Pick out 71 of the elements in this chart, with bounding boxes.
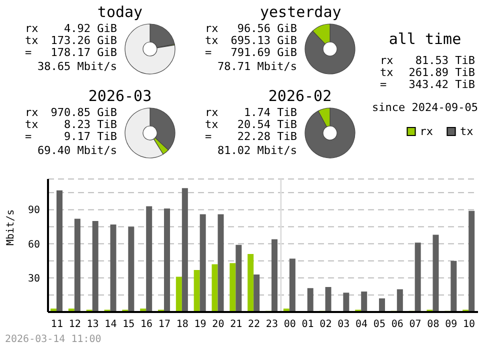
text: = (25, 130, 33, 143)
x-tick-label: 00 (284, 319, 296, 330)
text: 38.65 Mbit/s (36, 60, 117, 73)
x-tick-label: 21 (230, 319, 242, 330)
x-tick-label: 18 (176, 319, 188, 330)
text: 8.23 TiB (63, 118, 117, 131)
x-tick-label: 17 (158, 319, 170, 330)
text: = (380, 78, 388, 91)
x-tick-label: 12 (68, 319, 81, 330)
legend-label: rx (418, 125, 433, 138)
x-tick-label: 20 (212, 319, 224, 330)
x-tick-label: 05 (373, 319, 386, 330)
text: 22.28 TiB (236, 130, 297, 143)
x-tick-label: 07 (409, 319, 422, 330)
text: 261.89 TiB (408, 66, 475, 79)
text: 1.74 TiB (243, 106, 297, 119)
x-tick-label: 03 (338, 319, 350, 330)
y-tick-label: 90 (28, 205, 40, 216)
text: 20.54 TiB (236, 118, 297, 131)
text: 791.69 GiB (230, 46, 297, 59)
text: rx (205, 106, 220, 119)
text: rx (205, 22, 220, 35)
text: 78.71 Mbit/s (216, 60, 297, 73)
text: = (25, 46, 33, 59)
x-tick-label: 02 (320, 319, 332, 330)
x-tick-label: 23 (266, 319, 278, 330)
y-axis-title: Mbit/s (6, 209, 17, 246)
text: 4.92 GiB (63, 22, 117, 35)
text: tx (380, 66, 394, 79)
x-tick-label: 16 (140, 319, 153, 330)
text: 81.53 TiB (414, 54, 475, 67)
text: rx (380, 54, 394, 67)
chart-title: today (96, 3, 144, 21)
x-tick-label: 19 (194, 319, 206, 330)
x-tick-label: 01 (302, 319, 314, 330)
x-tick-label: 06 (391, 319, 404, 330)
text: all time (388, 30, 462, 48)
chart-title: yesterday (260, 3, 342, 21)
x-tick-label: 15 (122, 319, 135, 330)
text: rx (25, 22, 40, 35)
text: 695.13 GiB (230, 34, 297, 47)
text: 2026-03-14 11:00 (5, 334, 102, 345)
text: 178.17 GiB (50, 46, 117, 59)
chart-title: 2026-03 (87, 87, 153, 105)
x-tick-label: 09 (445, 319, 458, 330)
text: tx (25, 34, 40, 47)
x-tick-label: 11 (50, 319, 63, 330)
y-tick-label: 30 (28, 273, 40, 284)
text: 173.26 GiB (50, 34, 117, 47)
x-tick-label: 08 (427, 319, 440, 330)
text: since 2024-09-05 (371, 101, 479, 114)
text: tx (205, 34, 220, 47)
x-tick-label: 04 (356, 319, 368, 330)
text: rx (25, 106, 40, 119)
x-tick-label: 13 (86, 319, 99, 330)
text: = (205, 46, 213, 59)
text: 343.42 TiB (408, 78, 475, 91)
chart-title: 2026-02 (267, 87, 333, 105)
text: tx (205, 118, 220, 131)
text: 69.40 Mbit/s (36, 144, 117, 157)
y-tick-label: 60 (28, 239, 40, 250)
text: = (205, 130, 213, 143)
text: 970.85 GiB (50, 106, 117, 119)
text: tx (25, 118, 40, 131)
text: 9.17 TiB (63, 130, 117, 143)
x-tick-label: 22 (248, 319, 260, 330)
text: 96.56 GiB (236, 22, 297, 35)
x-tick-label: 10 (463, 319, 476, 330)
x-tick-label: 14 (104, 319, 117, 330)
legend-label: tx (459, 125, 474, 138)
text: 81.02 Mbit/s (216, 144, 297, 157)
